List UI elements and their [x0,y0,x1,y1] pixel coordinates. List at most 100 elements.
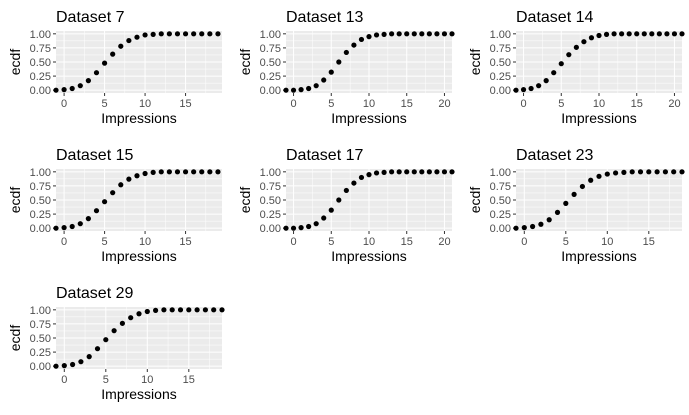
y-tick-label: 1.00 [30,167,51,179]
data-point [554,209,561,215]
data-point [126,176,132,182]
x-tick-label: 15 [631,98,643,110]
data-point [142,170,148,177]
data-point [85,216,91,222]
data-point [373,32,380,38]
y-tick-label: 0.25 [260,71,281,83]
data-point [351,180,357,186]
data-point [538,221,544,227]
data-point [419,169,425,175]
x-axis-label: Impressions [101,386,176,402]
data-point [111,328,117,334]
chart-panel-dataset-23: Dataset 23 0 5 10 15 0.00 0.25 0.50 0.75 1.00 Impr… [460,138,689,276]
data-point [419,31,425,37]
data-point [283,225,289,231]
data-point [101,60,108,66]
data-point [441,169,448,175]
data-point [634,31,640,37]
data-point [336,197,342,203]
data-point [411,31,417,37]
data-point [53,225,59,231]
data-point [313,221,319,227]
y-axis-label: ecdf [7,187,23,214]
y-tick-label: 1.00 [30,29,51,41]
y-tick-label: 0.75 [30,43,51,55]
data-point [313,83,319,89]
data-point [150,169,156,175]
data-point [126,37,132,44]
y-axis-label: ecdf [237,49,253,76]
y-tick-label: 1.00 [260,167,281,179]
data-point [404,31,410,37]
x-tick-label: 5 [102,98,108,110]
y-tick-label: 0.25 [30,71,51,83]
y-tick-label: 0.50 [30,195,51,207]
chart-panel-dataset-17: Dataset 17 0 5 10 15 20 0.00 0.25 0.50 0.75 1.00 Im… [230,138,459,276]
data-point [53,363,59,369]
data-point [626,31,632,37]
data-point [521,225,527,231]
data-point [161,307,167,313]
y-tick-label: 0.50 [260,195,281,207]
chart-title: Dataset 29 [56,285,133,302]
y-tick-label: 0.25 [490,209,511,221]
data-point [93,70,100,76]
x-tick-label: 0 [520,98,526,110]
y-tick-label: 0.00 [260,85,281,97]
data-point [211,307,217,313]
chart-title: Dataset 15 [56,147,133,164]
data-point [613,170,619,176]
data-point [134,34,140,40]
y-tick-label: 0.50 [490,195,511,207]
data-point [641,31,647,37]
x-tick-label: 5 [328,236,334,248]
data-point [637,169,644,175]
data-point [513,87,519,93]
data-point [306,223,312,230]
data-point [596,173,602,179]
data-point [136,311,142,317]
y-tick-label: 0.25 [30,209,51,221]
y-tick-label: 0.75 [260,43,281,55]
y-tick-label: 1.00 [260,29,281,41]
data-point [321,77,327,83]
data-point [158,169,164,175]
data-point [70,361,76,368]
data-point [426,169,432,175]
chart-panel-dataset-7: Dataset 7 0 5 10 15 0.00 0.25 0.50 0.75 1.00 Impre… [0,0,229,138]
data-point [571,191,577,197]
data-point [290,225,297,231]
data-point [411,169,417,175]
x-tick-label: 0 [61,98,67,110]
chart-panel-dataset-13: Dataset 13 0 5 10 15 20 0.00 0.25 0.50 0.75 1.00 Im… [230,0,459,138]
x-tick-label: 15 [401,236,413,248]
data-point [194,307,200,313]
y-axis-label: ecdf [7,325,23,352]
data-point [199,169,205,175]
data-point [566,52,572,58]
data-point [656,31,662,37]
data-point [321,215,327,221]
data-point [389,31,395,37]
data-point [182,31,189,37]
x-tick-label: 20 [438,98,450,110]
data-point [158,31,164,37]
data-point [530,223,536,230]
x-tick-label: 5 [558,98,564,110]
data-point [128,315,134,321]
x-tick-label: 20 [668,98,680,110]
data-point [396,31,402,37]
x-tick-label: 10 [139,98,151,110]
data-point [649,31,655,37]
y-tick-label: 0.50 [490,57,511,69]
y-tick-label: 0.00 [30,223,51,235]
data-point [298,225,304,231]
data-point [434,31,440,37]
data-point [373,170,380,176]
chart-title: Dataset 7 [56,9,125,26]
data-point [434,169,440,175]
x-tick-label: 15 [179,98,191,110]
data-point [150,31,156,37]
data-point [426,31,432,37]
